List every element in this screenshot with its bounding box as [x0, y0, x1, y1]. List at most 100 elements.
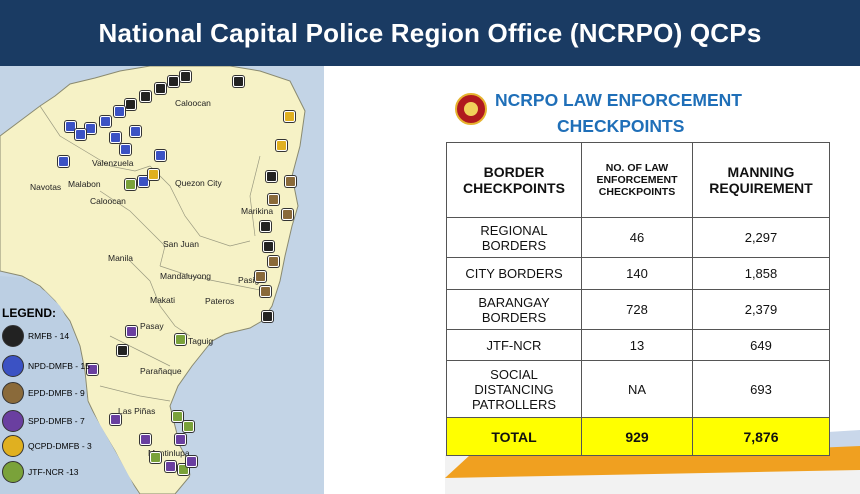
row-count: 140: [581, 257, 693, 290]
checkpoint-marker: [168, 76, 179, 87]
checkpoint-marker: [285, 176, 296, 187]
rmfb-badge-icon: [2, 325, 24, 347]
checkpoint-marker: [87, 364, 98, 375]
checkpoint-marker: [260, 286, 271, 297]
spd-badge-icon: [2, 410, 24, 432]
legend-item-epd: EPD-DMFB - 9: [2, 381, 85, 405]
panel-title-line2: CHECKPOINTS: [557, 116, 685, 136]
col-header-border-checkpoints: BORDER CHECKPOINTS: [446, 142, 582, 218]
checkpoint-marker: [110, 414, 121, 425]
map-label-paranaque: Parañaque: [140, 366, 182, 376]
checkpoint-marker: [155, 83, 166, 94]
row-name: BARANGAY BORDERS: [446, 289, 582, 330]
checkpoint-marker: [268, 256, 279, 267]
checkpoint-marker: [138, 176, 149, 187]
panel-title-line1: NCRPO LAW ENFORCEMENT: [495, 90, 742, 110]
checkpoint-marker: [126, 326, 137, 337]
map-label-marikina: Marikina: [241, 206, 274, 216]
row-manning: 1,858: [692, 257, 830, 290]
checkpoint-marker: [255, 271, 266, 282]
map-label-malabon: Malabon: [68, 179, 101, 189]
qcpd-badge-icon: [2, 435, 24, 457]
total-label: TOTAL: [446, 417, 582, 456]
checkpoint-marker: [276, 140, 287, 151]
map-label-makati: Makati: [150, 295, 176, 305]
ncrpo-seal-icon: [455, 93, 487, 125]
checkpoint-marker: [260, 221, 271, 232]
table-row: JTF-NCR 13 649: [446, 329, 830, 361]
table-header-row: BORDER CHECKPOINTS NO. OF LAW ENFORCEMEN…: [446, 142, 830, 218]
checkpoint-marker: [282, 209, 293, 220]
checkpoint-marker: [65, 121, 76, 132]
checkpoint-marker: [178, 464, 189, 475]
total-count: 929: [581, 417, 693, 456]
epd-badge-icon: [2, 382, 24, 404]
legend-item-npd: NPD-DMFB - 15: [2, 354, 90, 378]
table-row: CITY BORDERS 140 1,858: [446, 257, 830, 290]
row-count: NA: [581, 360, 693, 418]
page-header: National Capital Police Region Office (N…: [0, 0, 860, 66]
row-name: REGIONAL BORDERS: [446, 217, 582, 258]
checkpoint-marker: [140, 91, 151, 102]
checkpoint-marker: [268, 194, 279, 205]
col-header-manning-requirement: MANNING REQUIREMENT: [692, 142, 830, 218]
map-label-navotas: Navotas: [30, 182, 62, 192]
checkpoint-marker: [85, 123, 96, 134]
table-row: BARANGAY BORDERS 728 2,379: [446, 289, 830, 330]
checkpoint-marker: [100, 116, 111, 127]
checkpoint-marker: [262, 311, 273, 322]
col-header-no-of-checkpoints: NO. OF LAW ENFORCEMENT CHECKPOINTS: [581, 142, 693, 218]
map-label-valenzuela: Valenzuela: [92, 158, 134, 168]
checkpoint-marker: [266, 171, 277, 182]
jtf-badge-icon: [2, 461, 24, 483]
map-label-manila: Manila: [108, 253, 134, 263]
map-label-caloocan-north: Caloocan: [175, 98, 211, 108]
checkpoint-marker: [125, 179, 136, 190]
npd-badge-icon: [2, 355, 24, 377]
checkpoint-marker: [150, 452, 161, 463]
checkpoint-marker: [110, 132, 121, 143]
checkpoint-marker: [175, 334, 186, 345]
checkpoint-marker: [140, 434, 151, 445]
checkpoint-marker: [117, 345, 128, 356]
legend-title: LEGEND:: [2, 306, 56, 320]
checkpoint-marker: [284, 111, 295, 122]
checkpoints-table: BORDER CHECKPOINTS NO. OF LAW ENFORCEMEN…: [446, 142, 830, 456]
map-label-san-juan: San Juan: [163, 239, 199, 249]
map-label-quezon-city: Quezon City: [175, 178, 222, 188]
checkpoint-marker: [180, 71, 191, 82]
checkpoint-marker: [175, 434, 186, 445]
row-count: 46: [581, 217, 693, 258]
map-label-pateros: Pateros: [205, 296, 235, 306]
row-name: JTF-NCR: [446, 329, 582, 361]
row-manning: 649: [692, 329, 830, 361]
ncr-map: Caloocan Valenzuela Malabon Navotas Calo…: [0, 66, 324, 494]
legend-item-qcpd: QCPD-DMFB - 3: [2, 434, 92, 458]
row-name: CITY BORDERS: [446, 257, 582, 290]
checkpoint-marker: [172, 411, 183, 422]
table-row: REGIONAL BORDERS 46 2,297: [446, 217, 830, 258]
map-label-muntinlupa: Muntinlupa: [148, 448, 190, 458]
total-manning: 7,876: [692, 417, 830, 456]
checkpoint-marker: [186, 456, 197, 467]
checkpoint-marker: [165, 461, 176, 472]
checkpoint-marker: [233, 76, 244, 87]
row-manning: 693: [692, 360, 830, 418]
checkpoint-marker: [58, 156, 69, 167]
checkpoint-marker: [75, 129, 86, 140]
table-total-row: TOTAL 929 7,876: [446, 417, 830, 456]
table-row: SOCIAL DISTANCING PATROLLERS NA 693: [446, 360, 830, 418]
legend-item-spd: SPD-DMFB - 7: [2, 409, 85, 433]
checkpoint-marker: [155, 150, 166, 161]
row-count: 13: [581, 329, 693, 361]
map-label-las-pinas: Las Piñas: [118, 406, 156, 416]
legend-item-rmfb: RMFB - 14: [2, 324, 69, 348]
row-manning: 2,297: [692, 217, 830, 258]
map-label-mandaluyong: Mandaluyong: [160, 271, 212, 281]
checkpoint-marker: [183, 421, 194, 432]
ncr-map-shape: [0, 66, 324, 494]
legend-item-jtf: JTF-NCR -13: [2, 460, 79, 484]
checkpoint-marker: [130, 126, 141, 137]
map-label-pasig: Pasig: [238, 275, 260, 285]
page-title: National Capital Police Region Office (N…: [98, 17, 762, 48]
